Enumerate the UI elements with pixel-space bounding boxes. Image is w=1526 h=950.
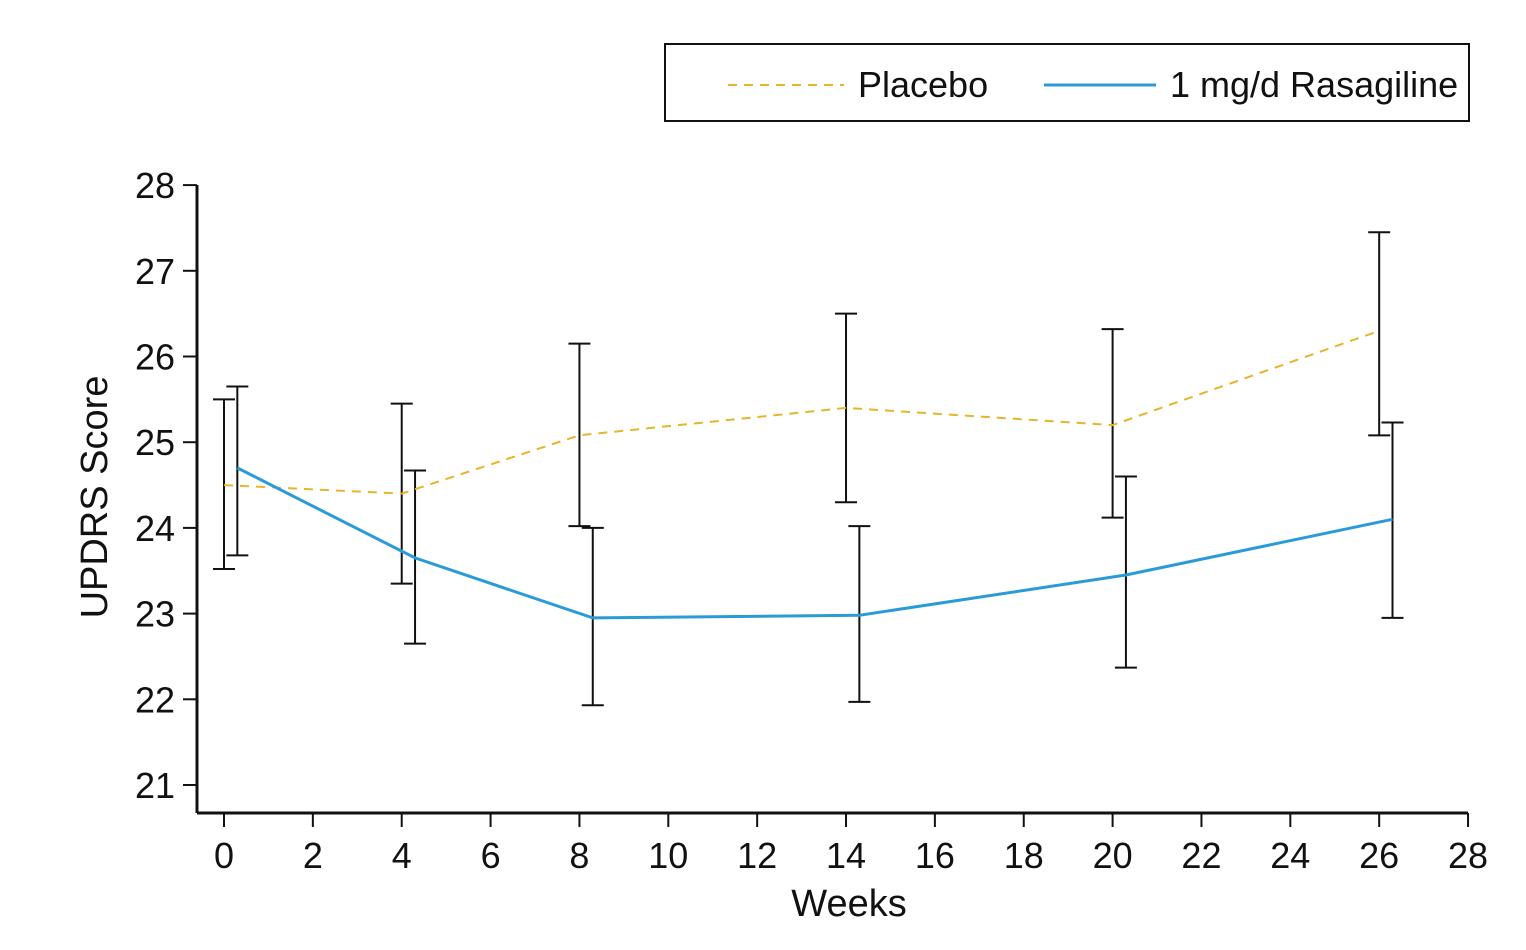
x-tick-label: 12 bbox=[737, 835, 777, 876]
y-tick-label: 26 bbox=[135, 337, 175, 378]
x-tick-label: 20 bbox=[1093, 835, 1133, 876]
series-line-placebo bbox=[223, 329, 1380, 495]
x-tick-label: 10 bbox=[648, 835, 688, 876]
y-axis-title: UPDRS Score bbox=[74, 376, 116, 619]
x-tick-label: 2 bbox=[303, 835, 323, 876]
x-tick-label: 8 bbox=[569, 835, 589, 876]
legend-label-rasagiline: 1 mg/d Rasagiline bbox=[1170, 63, 1459, 105]
x-axis-title: Weeks bbox=[791, 883, 906, 925]
legend-label-placebo: Placebo bbox=[858, 63, 989, 105]
y-tick-label: 28 bbox=[135, 165, 175, 206]
x-tick-label: 0 bbox=[214, 835, 234, 876]
x-tick-label: 14 bbox=[826, 835, 866, 876]
y-tick-label: 22 bbox=[135, 679, 175, 720]
series-line-rasagiline bbox=[236, 466, 1393, 620]
legend-swatch-placebo bbox=[728, 83, 844, 86]
y-tick-label: 23 bbox=[135, 594, 175, 635]
y-tick-label: 21 bbox=[135, 765, 175, 806]
x-tick-label: 4 bbox=[392, 835, 412, 876]
legend-swatch-rasagiline bbox=[1044, 83, 1156, 86]
legend: Placebo 1 mg/d Rasagiline bbox=[664, 43, 1470, 122]
y-tick-label: 24 bbox=[135, 508, 175, 549]
x-tick-label: 22 bbox=[1181, 835, 1221, 876]
x-tick-label: 26 bbox=[1359, 835, 1399, 876]
y-tick-label: 25 bbox=[135, 422, 175, 463]
legend-item-placebo: Placebo bbox=[728, 45, 988, 124]
y-tick-label: 27 bbox=[135, 251, 175, 292]
x-tick-label: 28 bbox=[1448, 835, 1488, 876]
x-tick-label: 6 bbox=[481, 835, 501, 876]
x-tick-label: 16 bbox=[915, 835, 955, 876]
x-tick-label: 24 bbox=[1270, 835, 1310, 876]
legend-item-rasagiline: 1 mg/d Rasagiline bbox=[1044, 45, 1458, 124]
x-tick-label: 18 bbox=[1004, 835, 1044, 876]
